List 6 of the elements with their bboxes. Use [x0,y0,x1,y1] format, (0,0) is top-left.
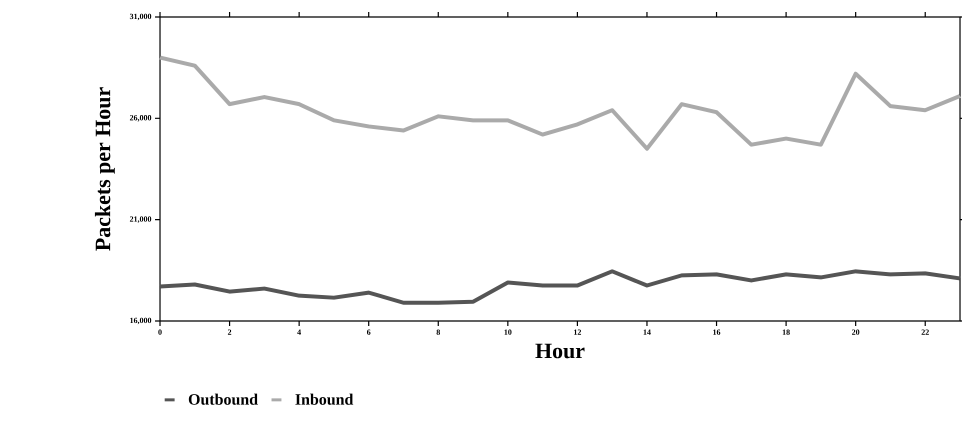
legend-label: Inbound [295,394,354,405]
x-axis-title: Hour [535,344,585,358]
y-axis-title: Packets per Hour [94,87,115,251]
line-series [158,269,962,305]
line-series [158,56,962,151]
legend-label: Outbound [188,394,258,405]
